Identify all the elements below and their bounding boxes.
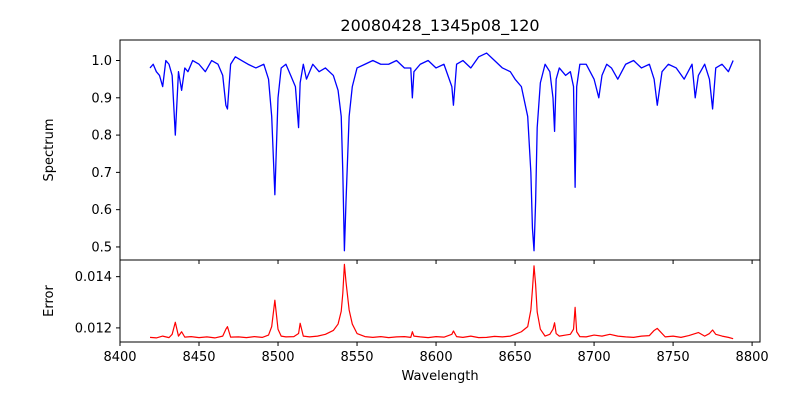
x-tick-label: 8800: [736, 350, 769, 365]
error-plot-frame: [119, 259, 761, 343]
x-tick-label: 8650: [499, 350, 532, 365]
error-y-tick-label: 0.014: [75, 270, 112, 285]
spectrum-y-tick-label: 0.6: [91, 203, 112, 218]
wavelength-x-axis: 8400 8450 8500 8550 8600 8650 8700 8750 8800: [103, 342, 769, 365]
x-tick-label: 8600: [420, 350, 453, 365]
error-y-axis-label: Error: [42, 285, 57, 317]
chart-title: 20080428_1345p08_120: [340, 16, 539, 36]
error-y-axis: 0.012 0.014: [75, 270, 120, 336]
spectrum-series-line: [149, 52, 734, 252]
spectrum-y-tick-label: 0.9: [91, 91, 112, 106]
spectrum-plot-frame: [119, 39, 761, 261]
spectrum-y-axis: 0.5 0.6 0.7 0.8 0.9 1.0: [91, 54, 753, 264]
error-series-line: [149, 263, 734, 340]
x-tick-label: 8500: [261, 350, 294, 365]
x-tick-label: 8550: [340, 350, 373, 365]
x-tick-label: 8700: [578, 350, 611, 365]
spectrum-panel: 20080428_1345p08_120 0.50.60.70.80.91.0 …: [42, 16, 761, 264]
x-tick-label: 8450: [182, 350, 215, 365]
error-y-tick-label: 0.012: [75, 321, 112, 336]
x-tick-label: 8400: [103, 350, 136, 365]
spectrum-y-tick-label: 1.0: [91, 54, 112, 69]
spectrum-y-tick-label: 0.5: [91, 240, 112, 255]
x-axis-label: Wavelength: [401, 369, 478, 384]
spectrum-y-tick-label: 0.7: [91, 166, 112, 181]
x-tick-label: 8750: [657, 350, 690, 365]
spectrum-y-axis-label: Spectrum: [42, 119, 57, 182]
spectrum-y-tick-label: 0.8: [91, 129, 112, 144]
